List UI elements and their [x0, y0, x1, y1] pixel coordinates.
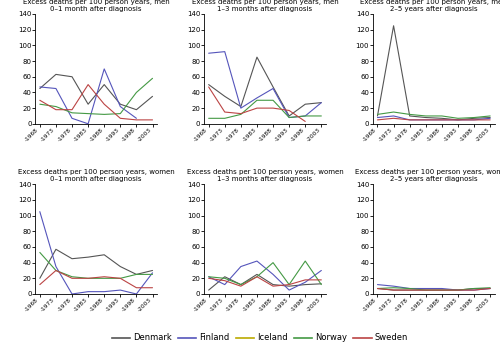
Title: Excess deaths per 100 person years, men
2–5 years after diagnosis: Excess deaths per 100 person years, men … [360, 0, 500, 12]
Legend: Denmark, Finland, Iceland, Norway, Sweden: Denmark, Finland, Iceland, Norway, Swede… [108, 330, 412, 346]
Title: Excess deaths per 100 person years, men
0–1 month after diagnosis: Excess deaths per 100 person years, men … [23, 0, 170, 12]
Title: Excess deaths per 100 person years, women
2–5 years after diagnosis: Excess deaths per 100 person years, wome… [356, 169, 500, 182]
Title: Excess deaths per 100 person years, women
0–1 month after diagnosis: Excess deaths per 100 person years, wome… [18, 169, 174, 182]
Title: Excess deaths per 100 person years, men
1–3 months after diagnosis: Excess deaths per 100 person years, men … [192, 0, 338, 12]
Title: Excess deaths per 100 person years, women
1–3 months after diagnosis: Excess deaths per 100 person years, wome… [186, 169, 344, 182]
